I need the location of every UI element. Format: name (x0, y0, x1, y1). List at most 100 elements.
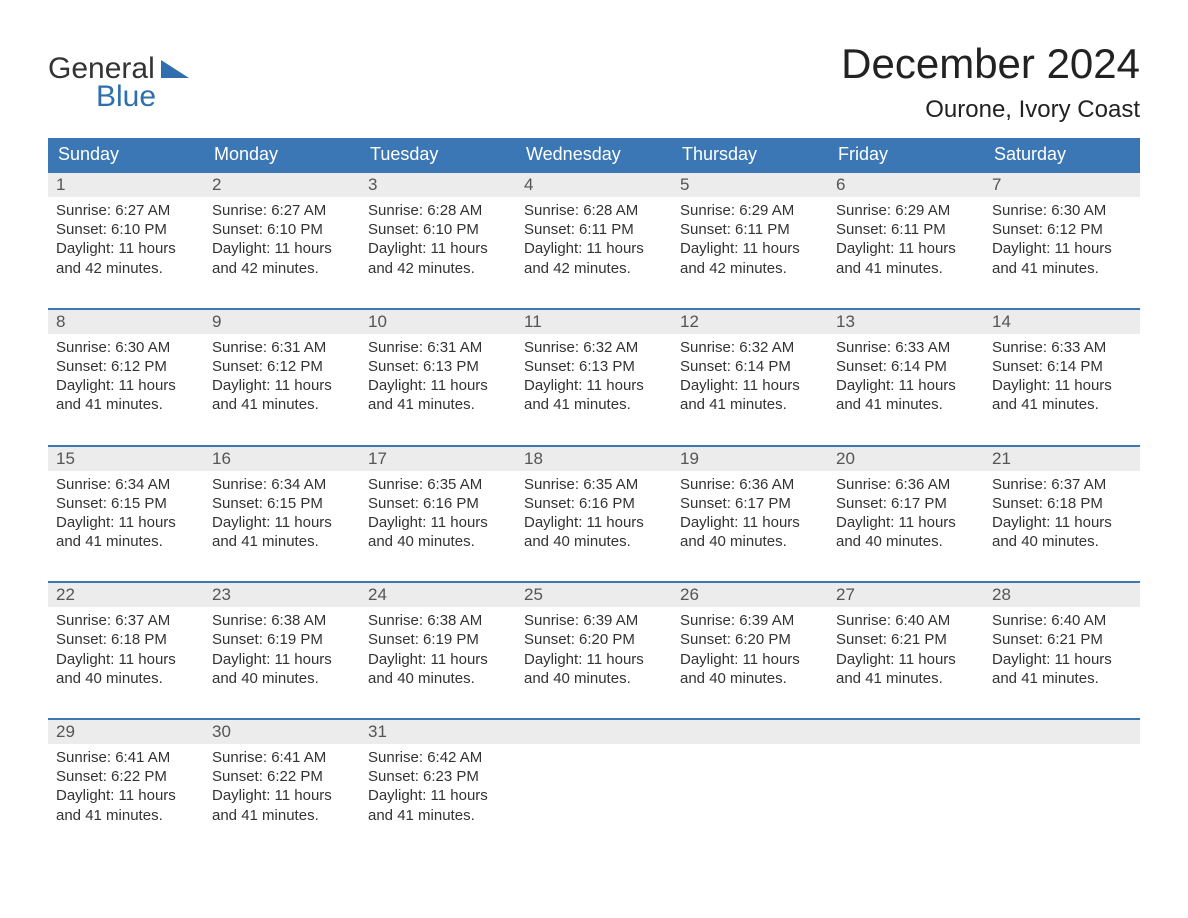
day-details: Sunrise: 6:32 AMSunset: 6:14 PMDaylight:… (672, 334, 828, 421)
dl1-text: Daylight: 11 hours (56, 786, 196, 805)
day-number (516, 720, 672, 744)
calendar-cell: 23Sunrise: 6:38 AMSunset: 6:19 PMDayligh… (204, 583, 360, 694)
day-number: 3 (360, 173, 516, 197)
logo-triangle-icon (161, 60, 189, 78)
day-details: Sunrise: 6:38 AMSunset: 6:19 PMDaylight:… (204, 607, 360, 694)
dl1-text: Daylight: 11 hours (212, 513, 352, 532)
day-details: Sunrise: 6:41 AMSunset: 6:22 PMDaylight:… (48, 744, 204, 831)
day-details: Sunrise: 6:39 AMSunset: 6:20 PMDaylight:… (672, 607, 828, 694)
day-number: 23 (204, 583, 360, 607)
month-title: December 2024 (841, 40, 1140, 88)
dl1-text: Daylight: 11 hours (680, 376, 820, 395)
dl2-text: and 41 minutes. (56, 532, 196, 551)
day-number: 18 (516, 447, 672, 471)
dl1-text: Daylight: 11 hours (524, 650, 664, 669)
day-details: Sunrise: 6:36 AMSunset: 6:17 PMDaylight:… (672, 471, 828, 558)
sunset-text: Sunset: 6:22 PM (56, 767, 196, 786)
dl2-text: and 40 minutes. (524, 532, 664, 551)
day-number: 15 (48, 447, 204, 471)
dl2-text: and 42 minutes. (524, 259, 664, 278)
dl1-text: Daylight: 11 hours (212, 650, 352, 669)
day-details: Sunrise: 6:28 AMSunset: 6:11 PMDaylight:… (516, 197, 672, 284)
dl2-text: and 42 minutes. (680, 259, 820, 278)
dl1-text: Daylight: 11 hours (368, 650, 508, 669)
dl2-text: and 41 minutes. (836, 669, 976, 688)
calendar-cell: 18Sunrise: 6:35 AMSunset: 6:16 PMDayligh… (516, 447, 672, 558)
weekday-header: Monday (204, 138, 360, 171)
weekday-header: Sunday (48, 138, 204, 171)
sunset-text: Sunset: 6:10 PM (212, 220, 352, 239)
day-details: Sunrise: 6:29 AMSunset: 6:11 PMDaylight:… (828, 197, 984, 284)
day-number: 22 (48, 583, 204, 607)
sunrise-text: Sunrise: 6:29 AM (680, 201, 820, 220)
calendar-week: 1Sunrise: 6:27 AMSunset: 6:10 PMDaylight… (48, 171, 1140, 284)
weekday-header-row: Sunday Monday Tuesday Wednesday Thursday… (48, 138, 1140, 171)
day-number: 14 (984, 310, 1140, 334)
sunrise-text: Sunrise: 6:28 AM (368, 201, 508, 220)
day-number: 7 (984, 173, 1140, 197)
day-details: Sunrise: 6:36 AMSunset: 6:17 PMDaylight:… (828, 471, 984, 558)
dl1-text: Daylight: 11 hours (680, 239, 820, 258)
dl2-text: and 40 minutes. (680, 669, 820, 688)
sunrise-text: Sunrise: 6:34 AM (212, 475, 352, 494)
dl2-text: and 40 minutes. (680, 532, 820, 551)
dl2-text: and 40 minutes. (56, 669, 196, 688)
dl2-text: and 41 minutes. (212, 806, 352, 825)
sunset-text: Sunset: 6:18 PM (56, 630, 196, 649)
day-number: 28 (984, 583, 1140, 607)
dl2-text: and 41 minutes. (56, 806, 196, 825)
calendar-cell: 6Sunrise: 6:29 AMSunset: 6:11 PMDaylight… (828, 173, 984, 284)
sunrise-text: Sunrise: 6:40 AM (992, 611, 1132, 630)
day-number (672, 720, 828, 744)
dl1-text: Daylight: 11 hours (992, 239, 1132, 258)
dl1-text: Daylight: 11 hours (368, 786, 508, 805)
sunrise-text: Sunrise: 6:38 AM (368, 611, 508, 630)
sunset-text: Sunset: 6:11 PM (836, 220, 976, 239)
day-details: Sunrise: 6:31 AMSunset: 6:13 PMDaylight:… (360, 334, 516, 421)
sunset-text: Sunset: 6:21 PM (836, 630, 976, 649)
day-number: 1 (48, 173, 204, 197)
day-number: 17 (360, 447, 516, 471)
day-number: 2 (204, 173, 360, 197)
sunset-text: Sunset: 6:15 PM (212, 494, 352, 513)
dl2-text: and 41 minutes. (992, 395, 1132, 414)
calendar-cell: 26Sunrise: 6:39 AMSunset: 6:20 PMDayligh… (672, 583, 828, 694)
dl2-text: and 41 minutes. (524, 395, 664, 414)
calendar-cell (516, 720, 672, 831)
dl1-text: Daylight: 11 hours (212, 786, 352, 805)
day-number: 24 (360, 583, 516, 607)
day-details: Sunrise: 6:27 AMSunset: 6:10 PMDaylight:… (204, 197, 360, 284)
day-details: Sunrise: 6:35 AMSunset: 6:16 PMDaylight:… (516, 471, 672, 558)
day-number: 21 (984, 447, 1140, 471)
dl2-text: and 42 minutes. (368, 259, 508, 278)
sunset-text: Sunset: 6:17 PM (836, 494, 976, 513)
dl1-text: Daylight: 11 hours (836, 239, 976, 258)
dl1-text: Daylight: 11 hours (524, 376, 664, 395)
dl1-text: Daylight: 11 hours (992, 650, 1132, 669)
day-number: 4 (516, 173, 672, 197)
day-number: 19 (672, 447, 828, 471)
day-details: Sunrise: 6:34 AMSunset: 6:15 PMDaylight:… (48, 471, 204, 558)
sunset-text: Sunset: 6:11 PM (524, 220, 664, 239)
day-details: Sunrise: 6:35 AMSunset: 6:16 PMDaylight:… (360, 471, 516, 558)
sunset-text: Sunset: 6:10 PM (368, 220, 508, 239)
dl2-text: and 41 minutes. (836, 259, 976, 278)
calendar-cell (984, 720, 1140, 831)
calendar-cell: 24Sunrise: 6:38 AMSunset: 6:19 PMDayligh… (360, 583, 516, 694)
day-details: Sunrise: 6:39 AMSunset: 6:20 PMDaylight:… (516, 607, 672, 694)
day-number: 25 (516, 583, 672, 607)
dl2-text: and 41 minutes. (368, 395, 508, 414)
day-details: Sunrise: 6:27 AMSunset: 6:10 PMDaylight:… (48, 197, 204, 284)
sunrise-text: Sunrise: 6:42 AM (368, 748, 508, 767)
calendar-week: 22Sunrise: 6:37 AMSunset: 6:18 PMDayligh… (48, 581, 1140, 694)
calendar-cell: 7Sunrise: 6:30 AMSunset: 6:12 PMDaylight… (984, 173, 1140, 284)
sunrise-text: Sunrise: 6:34 AM (56, 475, 196, 494)
day-number: 9 (204, 310, 360, 334)
calendar-week: 8Sunrise: 6:30 AMSunset: 6:12 PMDaylight… (48, 308, 1140, 421)
day-details: Sunrise: 6:38 AMSunset: 6:19 PMDaylight:… (360, 607, 516, 694)
sunrise-text: Sunrise: 6:30 AM (992, 201, 1132, 220)
sunset-text: Sunset: 6:14 PM (992, 357, 1132, 376)
dl1-text: Daylight: 11 hours (368, 376, 508, 395)
dl2-text: and 41 minutes. (212, 532, 352, 551)
sunrise-text: Sunrise: 6:31 AM (368, 338, 508, 357)
